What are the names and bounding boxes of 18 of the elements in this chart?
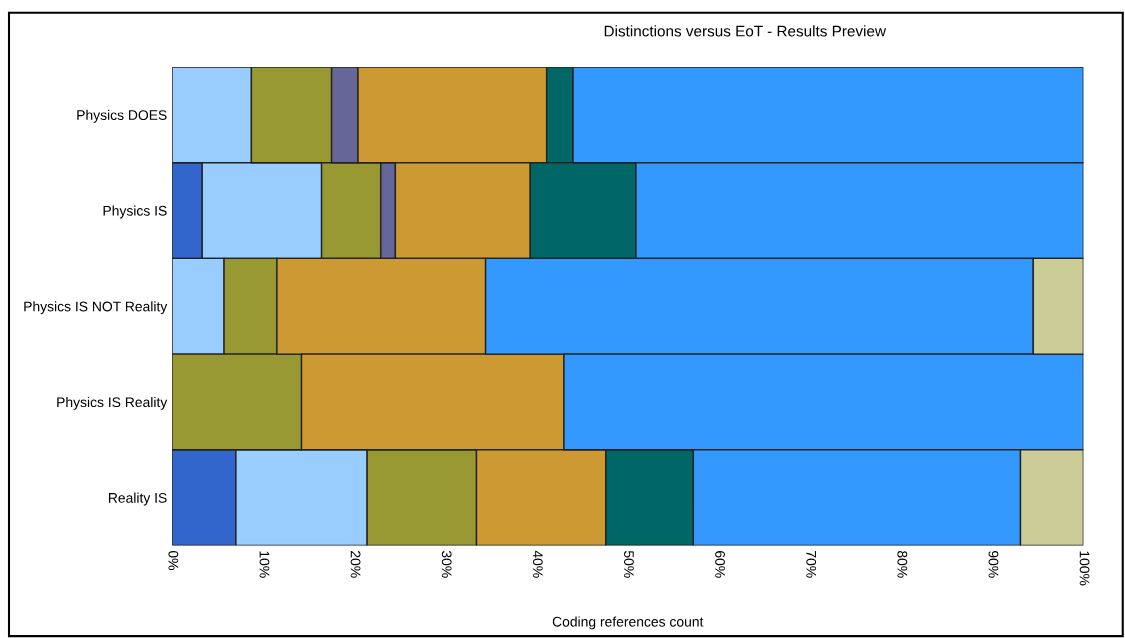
y-tick-label: Physics IS NOT Reality (24, 301, 168, 315)
x-axis-title: Coding references count (552, 616, 704, 630)
chart-title: Distinctions versus EoT - Results Preview (604, 25, 887, 37)
x-tick-label: 90% (988, 551, 999, 578)
x-tick-label: 10% (259, 551, 270, 578)
x-tick-label: 50% (624, 550, 634, 578)
x-tick-label: 70% (806, 551, 817, 578)
x-tick-label: 40% (532, 550, 543, 578)
x-tick-label: 30% (441, 550, 452, 578)
x-tick-label: 20% (350, 551, 361, 578)
y-tick-label: Physics IS Reality (57, 396, 168, 410)
x-tick-label: 100% (1079, 551, 1090, 586)
y-tick-label: Reality IS (108, 492, 167, 506)
y-tick-label: Physics IS (103, 205, 167, 219)
x-tick-label: 60% (715, 551, 725, 578)
y-tick-label: Physics DOES (77, 109, 167, 123)
x-tick-label: 80% (897, 550, 908, 578)
x-tick-label: 0% (168, 550, 179, 570)
